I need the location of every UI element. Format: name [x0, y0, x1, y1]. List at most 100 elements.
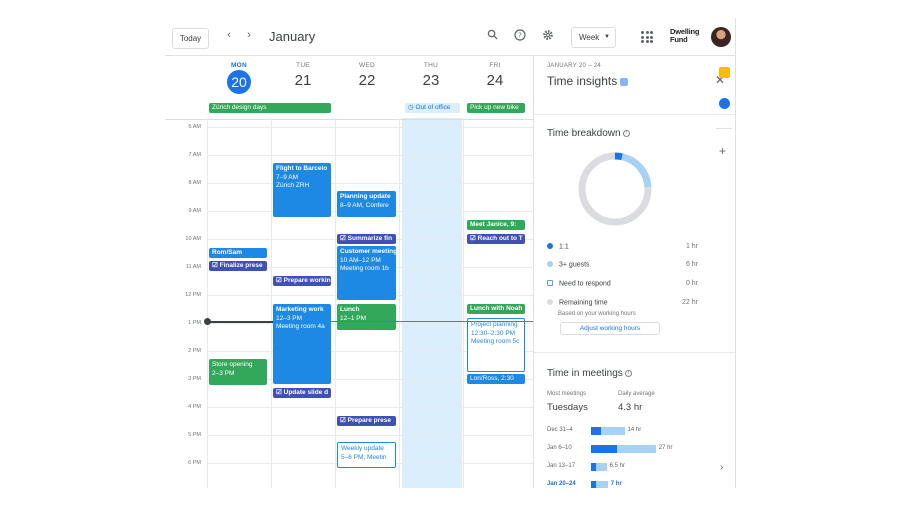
hour-label: 2 PM: [188, 348, 201, 354]
event-title: Marketing work: [276, 306, 324, 313]
task-chip[interactable]: ☑ Summarize fin: [337, 234, 396, 244]
info-icon[interactable]: i: [622, 129, 630, 137]
legend-row[interactable]: Need to respond 0 hr: [547, 280, 698, 288]
hour-label: 4 PM: [188, 404, 201, 410]
check-icon: ☑: [340, 235, 348, 242]
event-card[interactable]: Weekly update 5–6 PM, Meetin: [337, 442, 396, 468]
day-header[interactable]: WED 22: [335, 62, 399, 89]
task-chip[interactable]: ☑ Finalize prese: [209, 261, 267, 271]
day-number[interactable]: 24: [486, 72, 504, 89]
week-value: 14 hr: [627, 427, 642, 433]
event-title: Weekly update: [341, 445, 384, 452]
legend-value: 6 hr: [685, 261, 698, 268]
most-meetings-label: Most meetings: [547, 391, 587, 397]
today-button[interactable]: Today: [172, 28, 209, 49]
hour-label: 9 AM: [188, 208, 201, 214]
day-header[interactable]: THU 23: [399, 62, 463, 89]
bar-guests: [617, 445, 656, 453]
week-bar-row[interactable]: Jan 6–10 27 hr: [547, 444, 735, 454]
help-icon[interactable]: ?: [513, 29, 527, 43]
week-bar-row[interactable]: Jan 13–17 6.5 hr: [547, 462, 735, 472]
task-chip[interactable]: ☑ Prepare workin: [273, 276, 331, 286]
event-card[interactable]: Lunch 12–1 PM: [337, 304, 396, 330]
day-header[interactable]: MON 20: [207, 62, 271, 94]
apps-grid-icon[interactable]: [641, 31, 653, 43]
legend-label: Remaining time: [559, 299, 608, 307]
allday-event[interactable]: Pick up new bike: [467, 103, 525, 113]
week-bar-row[interactable]: Dec 31–4 14 hr: [547, 426, 735, 436]
search-icon[interactable]: [485, 29, 499, 43]
event-title: Customer meeting: [340, 248, 396, 255]
chevron-left-icon[interactable]: ‹: [227, 29, 231, 41]
event-card[interactable]: Flight to Barcelo 7–9 AM Zürich ZRH: [273, 163, 331, 217]
allday-event-ooo[interactable]: ◷ Out of office: [405, 103, 460, 113]
event-card[interactable]: Customer meeting 10 AM–12 PM Meeting roo…: [337, 246, 396, 300]
legend-row[interactable]: 1:1 1 hr: [547, 243, 698, 251]
event-card[interactable]: Marketing work 12–3 PM Meeting room 4a: [273, 304, 331, 384]
event-card[interactable]: Project planning 12:30–2:30 PM Meeting r…: [467, 318, 525, 372]
event-card[interactable]: Planning update 8–9 AM, Confere: [337, 191, 396, 217]
day-of-week: TUE: [296, 62, 310, 69]
calendar-window: Today ‹ › January ? Week ▼ Dwelling Fund…: [165, 18, 735, 488]
legend-label: 3+ guests: [559, 261, 590, 269]
hour-label: 5 PM: [188, 432, 201, 438]
week-value: 7 hr: [610, 481, 622, 487]
daily-average-value: 4.3 hr: [618, 402, 643, 413]
legend-label: Need to respond: [559, 280, 611, 288]
adjust-working-hours-button[interactable]: Adjust working hours: [560, 322, 660, 335]
day-header[interactable]: TUE 21: [271, 62, 335, 89]
chevron-right-icon[interactable]: ›: [720, 462, 724, 473]
bar-1on1: [591, 463, 596, 471]
task-chip[interactable]: ☑ Reach out to T: [467, 234, 525, 244]
day-number[interactable]: 22: [358, 72, 376, 89]
week-value: 27 hr: [658, 445, 673, 451]
check-icon: ☑: [212, 262, 220, 269]
day-number[interactable]: 21: [294, 72, 312, 89]
brand-line1: Dwelling: [670, 27, 700, 36]
event-card[interactable]: Store opening 2–3 PM: [209, 359, 267, 385]
gear-icon[interactable]: [541, 29, 555, 43]
event-time: 12:30–2:30 PM: [471, 329, 516, 337]
info-icon[interactable]: i: [624, 369, 632, 377]
hour-label: 3 PM: [188, 376, 201, 382]
event-card[interactable]: Meet Janice, 9:: [467, 220, 525, 230]
out-of-office-block[interactable]: [402, 118, 462, 488]
tasks-icon[interactable]: [719, 98, 730, 109]
task-chip[interactable]: ☑ Update slide d: [273, 388, 331, 398]
week-label: Jan 6–10: [547, 445, 572, 451]
day-of-week: WED: [358, 62, 376, 69]
clock-icon: ◷: [408, 104, 416, 111]
event-title: Summarize fin: [347, 235, 393, 242]
avatar[interactable]: [711, 27, 731, 47]
week-grid: MON 20 TUE 21 WED 22 THU 23 FRI 24 6 AM 7 AM 8 AM 9 …: [165, 56, 533, 488]
add-addon-icon[interactable]: +: [719, 144, 727, 158]
bar-guests: [600, 427, 625, 435]
bar-1on1: [591, 445, 618, 453]
event-time: 12–3 PM: [276, 314, 303, 322]
keep-icon[interactable]: [719, 67, 730, 78]
donut-segment-remaining[interactable]: [578, 152, 652, 226]
hour-label: 8 AM: [188, 180, 201, 186]
time-breakdown-donut[interactable]: [575, 149, 655, 229]
chevron-right-icon[interactable]: ›: [247, 29, 251, 41]
meetings-title-text: Time in meetings: [547, 368, 623, 379]
event-card[interactable]: Lunch with Noah: [467, 304, 525, 314]
check-icon: ☑: [340, 417, 348, 424]
legend-row[interactable]: 3+ guests 6 hr: [547, 261, 698, 269]
view-select[interactable]: Week ▼: [571, 27, 616, 48]
week-label: Dec 31–4: [547, 427, 573, 433]
close-icon[interactable]: ✕: [714, 73, 725, 87]
hour-line: [207, 183, 533, 184]
day-number[interactable]: 23: [422, 72, 440, 89]
brand-line2: Fund: [670, 35, 688, 44]
legend-row[interactable]: Remaining time 22 hr: [547, 299, 698, 307]
day-header[interactable]: FRI 24: [463, 62, 527, 89]
event-card[interactable]: Rom/Sam: [209, 248, 267, 258]
day-number[interactable]: 20: [227, 70, 251, 94]
event-card[interactable]: Lori/Ross, 2:30: [467, 374, 525, 384]
day-column-divider: [271, 118, 272, 488]
bar-1on1: [591, 427, 601, 435]
week-bar-row[interactable]: Jan 20–24 7 hr: [547, 480, 735, 488]
allday-event[interactable]: Zürich design days: [209, 103, 331, 113]
task-chip[interactable]: ☑ Prepare prese: [337, 416, 396, 426]
